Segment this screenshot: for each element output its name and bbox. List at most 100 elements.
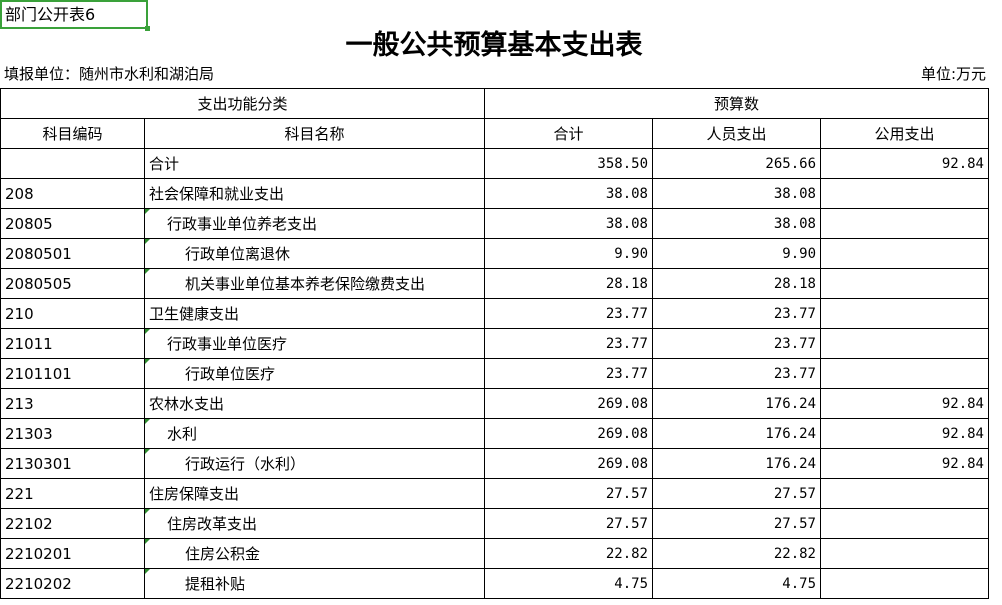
cell-name[interactable]: 住房改革支出	[144, 508, 485, 539]
cell-public[interactable]: 92.84	[820, 448, 989, 479]
cell-code[interactable]: 208	[0, 178, 145, 209]
cell-code[interactable]: 21303	[0, 418, 145, 449]
cell-name[interactable]: 水利	[144, 418, 485, 449]
cell-personnel[interactable]: 23.77	[652, 298, 821, 329]
cell-public[interactable]	[820, 208, 989, 239]
cell-personnel[interactable]: 27.57	[652, 508, 821, 539]
cell-name[interactable]: 行政事业单位养老支出	[144, 208, 485, 239]
cell-name[interactable]: 提租补贴	[144, 568, 485, 599]
reporting-unit: 填报单位：随州市水利和湖泊局	[4, 65, 215, 83]
table-row: 2210201 住房公积金 22.82 22.82	[0, 538, 989, 569]
cell-public[interactable]	[820, 328, 989, 359]
cell-total[interactable]: 27.57	[484, 508, 653, 539]
cell-name[interactable]: 农林水支出	[144, 388, 485, 419]
cell-personnel[interactable]: 27.57	[652, 478, 821, 509]
table-row: 2130301 行政运行（水利） 269.08 176.24 92.84	[0, 448, 989, 479]
header-total[interactable]: 合计	[484, 118, 653, 149]
cell-personnel[interactable]: 176.24	[652, 418, 821, 449]
cell-personnel[interactable]: 23.77	[652, 328, 821, 359]
header-budget[interactable]: 预算数	[484, 88, 989, 119]
cell-code[interactable]: 2080505	[0, 268, 145, 299]
cell-name[interactable]: 住房公积金	[144, 538, 485, 569]
cell-personnel[interactable]: 176.24	[652, 448, 821, 479]
cell-public[interactable]	[820, 478, 989, 509]
cell-total[interactable]: 23.77	[484, 358, 653, 389]
table-row: 2210202 提租补贴 4.75 4.75	[0, 568, 989, 599]
cell-total[interactable]: 358.50	[484, 148, 653, 179]
cell-personnel[interactable]: 22.82	[652, 538, 821, 569]
cell-name[interactable]: 社会保障和就业支出	[144, 178, 485, 209]
cell-public[interactable]	[820, 178, 989, 209]
cell-public[interactable]: 92.84	[820, 148, 989, 179]
header-name[interactable]: 科目名称	[144, 118, 485, 149]
cell-public[interactable]	[820, 358, 989, 389]
cell-total[interactable]: 9.90	[484, 238, 653, 269]
header-public[interactable]: 公用支出	[820, 118, 989, 149]
cell-personnel[interactable]: 176.24	[652, 388, 821, 419]
cell-total[interactable]: 23.77	[484, 298, 653, 329]
cell-code[interactable]: 2210201	[0, 538, 145, 569]
cell-name[interactable]: 行政单位离退休	[144, 238, 485, 269]
cell-code[interactable]: 21011	[0, 328, 145, 359]
table-row: 21303 水利 269.08 176.24 92.84	[0, 418, 989, 449]
header-function-class[interactable]: 支出功能分类	[0, 88, 485, 119]
table-row: 2080501 行政单位离退休 9.90 9.90	[0, 238, 989, 269]
cell-name[interactable]: 合计	[144, 148, 485, 179]
cell-total[interactable]: 269.08	[484, 448, 653, 479]
cell-total[interactable]: 38.08	[484, 178, 653, 209]
cell-total[interactable]: 28.18	[484, 268, 653, 299]
cell-code[interactable]: 2080501	[0, 238, 145, 269]
cell-code[interactable]: 2210202	[0, 568, 145, 599]
table-row: 213 农林水支出 269.08 176.24 92.84	[0, 388, 989, 419]
cell-personnel[interactable]: 4.75	[652, 568, 821, 599]
header-row-group: 支出功能分类 预算数	[0, 88, 989, 119]
cell-code[interactable]: 213	[0, 388, 145, 419]
cell-name[interactable]: 住房保障支出	[144, 478, 485, 509]
cell-total[interactable]: 269.08	[484, 388, 653, 419]
cell-code[interactable]: 22102	[0, 508, 145, 539]
cell-total[interactable]: 27.57	[484, 478, 653, 509]
cell-public[interactable]	[820, 268, 989, 299]
cell-public[interactable]	[820, 298, 989, 329]
cell-name[interactable]: 机关事业单位基本养老保险缴费支出	[144, 268, 485, 299]
cell-personnel[interactable]: 265.66	[652, 148, 821, 179]
cell-personnel[interactable]: 38.08	[652, 178, 821, 209]
cell-code[interactable]: 20805	[0, 208, 145, 239]
sheet-label: 部门公开表6	[5, 5, 96, 24]
cell-total[interactable]: 38.08	[484, 208, 653, 239]
page-title: 一般公共预算基本支出表	[345, 30, 643, 61]
cell-public[interactable]: 92.84	[820, 418, 989, 449]
header-code[interactable]: 科目编码	[0, 118, 145, 149]
cell-code[interactable]: 2130301	[0, 448, 145, 479]
cell-code[interactable]: 221	[0, 478, 145, 509]
table-row: 20805 行政事业单位养老支出 38.08 38.08	[0, 208, 989, 239]
cell-total[interactable]: 23.77	[484, 328, 653, 359]
cell-code[interactable]	[0, 148, 145, 179]
cell-personnel[interactable]: 38.08	[652, 208, 821, 239]
header-personnel[interactable]: 人员支出	[652, 118, 821, 149]
cell-personnel[interactable]: 28.18	[652, 268, 821, 299]
cell-total[interactable]: 4.75	[484, 568, 653, 599]
cell-personnel[interactable]: 23.77	[652, 358, 821, 389]
cell-name[interactable]: 行政单位医疗	[144, 358, 485, 389]
fill-handle[interactable]	[145, 26, 150, 31]
table-row: 221 住房保障支出 27.57 27.57	[0, 478, 989, 509]
selected-cell-a1[interactable]: 部门公开表6	[0, 0, 150, 31]
cell-public[interactable]	[820, 508, 989, 539]
cell-total[interactable]: 269.08	[484, 418, 653, 449]
cell-public[interactable]	[820, 238, 989, 269]
cell-public[interactable]: 92.84	[820, 388, 989, 419]
cell-public[interactable]	[820, 538, 989, 569]
table-row: 21011 行政事业单位医疗 23.77 23.77	[0, 328, 989, 359]
table-row: 210 卫生健康支出 23.77 23.77	[0, 298, 989, 329]
cell-name[interactable]: 行政事业单位医疗	[144, 328, 485, 359]
cell-personnel[interactable]: 9.90	[652, 238, 821, 269]
cell-code[interactable]: 2101101	[0, 358, 145, 389]
table-row: 合计 358.50 265.66 92.84	[0, 148, 989, 179]
cell-total[interactable]: 22.82	[484, 538, 653, 569]
table-row: 2101101 行政单位医疗 23.77 23.77	[0, 358, 989, 389]
cell-public[interactable]	[820, 568, 989, 599]
cell-name[interactable]: 卫生健康支出	[144, 298, 485, 329]
cell-code[interactable]: 210	[0, 298, 145, 329]
cell-name[interactable]: 行政运行（水利）	[144, 448, 485, 479]
